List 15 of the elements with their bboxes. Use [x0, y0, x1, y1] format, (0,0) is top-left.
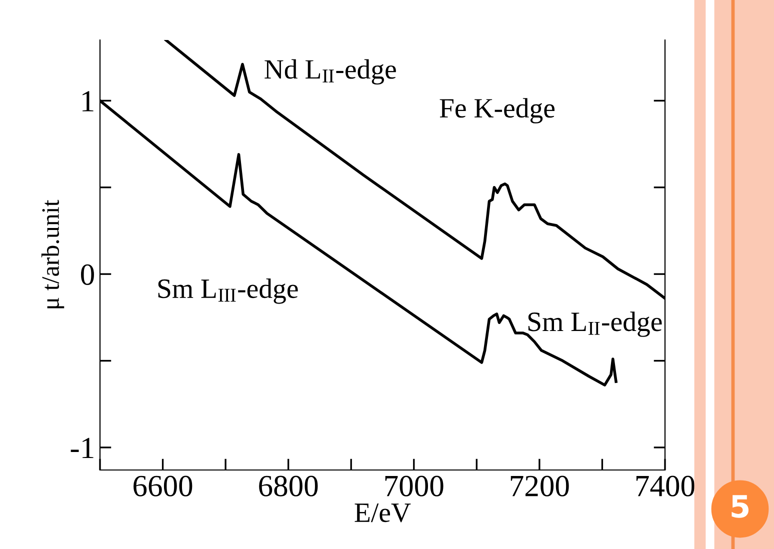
- y-axis-title: μ t/arb.unit: [41, 200, 64, 308]
- x-tick-label: 6600: [134, 476, 192, 496]
- annotation: Fe K-edge: [440, 98, 555, 124]
- x-axis-title: E/eV: [354, 504, 411, 522]
- x-tick-label: 6800: [259, 476, 318, 496]
- annotation: Sm L$_{II}$-edge: [528, 312, 662, 337]
- y-tick-label: 0: [81, 264, 94, 285]
- x-tick-label: 7200: [510, 476, 569, 496]
- annotation: Nd L$_{II}$-edge: [264, 59, 396, 85]
- annotation: Sm L$_{III}$-edge: [158, 278, 298, 304]
- text: 5: [732, 495, 748, 518]
- x-tick-label: 7400: [636, 476, 694, 496]
- x-tick-label: 7000: [385, 476, 444, 496]
- y-tick-label: 1: [82, 91, 94, 112]
- y-tick-label: -1: [70, 438, 94, 458]
